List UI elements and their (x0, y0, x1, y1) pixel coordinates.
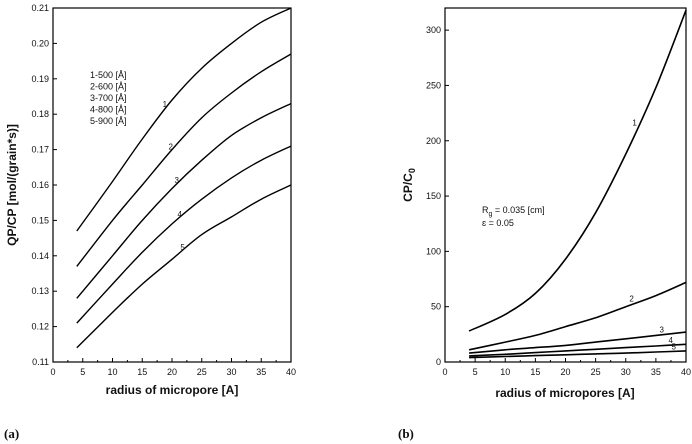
x-tick-label: 40 (681, 367, 691, 377)
x-axis-label-b: radius of micropores [A] (495, 386, 634, 400)
y-tick-label: 0.11 (32, 357, 49, 367)
panel-label-a: (a) (4, 426, 19, 441)
y-tick-label: 0.21 (31, 3, 49, 13)
annotation-rg: Rg = 0.035 [cm] (482, 205, 545, 218)
series-line-3 (76, 102, 292, 299)
series-label-2: 2 (169, 142, 174, 151)
y-tick-label: 150 (426, 191, 441, 201)
legend-entry: 1-500 [Å] (90, 70, 127, 80)
series-label-4: 4 (668, 336, 673, 345)
series-label-4: 4 (177, 210, 182, 219)
axis-ticks-a: 0 5 10 15 20 25 30 35 400.110.120.130.140.150.16… (31, 3, 296, 377)
curves-b: 1 2 345 (468, 9, 687, 359)
y-axis-label-b: CP/C0 (401, 168, 417, 202)
y-tick-label: 0.17 (31, 145, 49, 155)
series-line-1 (468, 9, 687, 332)
panel-label-b: (b) (398, 426, 414, 441)
series-line-2 (76, 53, 292, 267)
series-line-1 (76, 7, 292, 232)
series-label-5: 5 (180, 243, 185, 252)
series-line-5 (76, 184, 292, 349)
y-tick-label: 300 (426, 25, 441, 35)
y-tick-label: 0.13 (31, 286, 49, 296)
curves-a: 1 2 3 4 5 (76, 7, 292, 349)
plot-frame-b (444, 7, 687, 363)
x-tick-label: 35 (651, 367, 661, 377)
x-tick-label: 0 (50, 367, 55, 377)
y-axis-label-b-sub: 0 (407, 168, 417, 173)
x-tick-label: 40 (286, 367, 296, 377)
x-tick-label: 15 (137, 367, 147, 377)
x-tick-label: 0 (442, 367, 447, 377)
x-tick-label: 25 (591, 367, 601, 377)
x-tick-label: 20 (560, 367, 570, 377)
x-tick-label: 30 (226, 367, 236, 377)
series-label-5: 5 (672, 342, 677, 351)
x-tick-label: 15 (530, 367, 540, 377)
series-line-5 (469, 350, 687, 359)
y-tick-label: 0.18 (31, 109, 49, 119)
y-tick-label: 0.16 (31, 180, 49, 190)
y-tick-label: 0.20 (31, 38, 49, 48)
plot-frame-a (52, 7, 292, 363)
annotation-epsilon: ɛ = 0.05 (482, 218, 514, 228)
y-axis-label-b-main: CP/C (401, 173, 415, 202)
y-tick-label: 250 (426, 80, 441, 90)
series-line-3 (469, 331, 687, 354)
series-label-1: 1 (163, 100, 168, 109)
series-line-2 (468, 281, 687, 351)
x-tick-label: 10 (107, 367, 117, 377)
series-line-4 (469, 343, 687, 357)
legend-a: 1-500 [Å] 2-600 [Å]3-700 [Å] 4-800 [Å]5-90… (90, 70, 127, 126)
series-line-4 (76, 145, 292, 324)
annotation-rg-main: R (482, 205, 489, 215)
y-tick-label: 0.14 (31, 251, 49, 261)
series-label-3: 3 (659, 325, 664, 334)
legend-entry: 5-900 [Å] (90, 116, 127, 126)
x-tick-label: 5 (80, 367, 85, 377)
series-label-1: 1 (632, 118, 637, 127)
x-tick-label: 10 (500, 367, 510, 377)
x-tick-label: 20 (167, 367, 177, 377)
x-tick-label: 30 (621, 367, 631, 377)
series-label-2: 2 (629, 294, 634, 303)
legend-entry: 4-800 [Å] (90, 105, 127, 115)
x-tick-label: 5 (473, 367, 478, 377)
annotation-rg-rest: = 0.035 [cm] (492, 205, 544, 215)
y-tick-label: 0 (436, 357, 441, 367)
x-tick-label: 25 (197, 367, 207, 377)
panel-a: 0 5 10 15 20 25 30 35 400.110.120.130.140.150.16… (4, 3, 296, 441)
y-tick-label: 0.15 (31, 215, 49, 225)
x-tick-label: 35 (256, 367, 266, 377)
y-tick-label: 0.19 (31, 74, 49, 84)
legend-entry: 2-600 [Å] (90, 82, 127, 92)
legend-entry: 3-700 [Å] (90, 93, 127, 103)
annotation-rg-sub: g (489, 211, 493, 218)
y-axis-label-a: QP/CP [mol/(grain*s)] (5, 124, 19, 246)
y-tick-label: 100 (426, 246, 441, 256)
y-tick-label: 50 (431, 302, 441, 312)
y-tick-label: 200 (426, 136, 441, 146)
y-tick-label: 0.12 (31, 322, 49, 332)
x-axis-label-a: radius of micropore [A] (106, 383, 239, 397)
series-label-3: 3 (174, 176, 179, 185)
